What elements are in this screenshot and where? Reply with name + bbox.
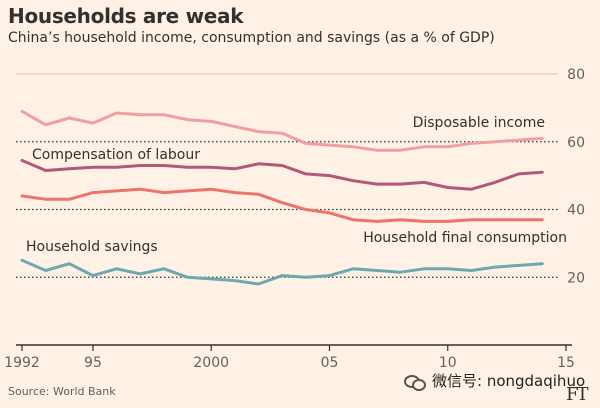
x-tick-label: 1992: [4, 355, 40, 371]
chart-title: Households are weak: [8, 4, 244, 28]
source-note: Source: World Bank: [8, 385, 116, 398]
y-tick-label: 40: [567, 203, 585, 219]
x-tick-label: 95: [84, 355, 102, 371]
y-tick-label: 80: [567, 67, 585, 83]
series-label: Compensation of labour: [32, 147, 200, 163]
x-tick-label: 10: [439, 355, 457, 371]
axes: 20 40 60 80 1992 95 2000 05 10 15: [4, 67, 585, 371]
series-line: [20, 109, 544, 152]
gridlines: [16, 73, 558, 278]
ft-logo: FT: [566, 384, 588, 405]
wechat-watermark: 微信号: nongdaqihuo: [404, 370, 585, 391]
y-tick-label: 60: [567, 135, 585, 151]
series-lines: [20, 109, 544, 286]
series-label: Household savings: [26, 239, 158, 255]
chart-subtitle: China’s household income, consumption an…: [8, 30, 495, 46]
wechat-icon: [404, 373, 426, 391]
x-tick-label: 2000: [193, 355, 229, 371]
series-label: Household final consumption: [363, 230, 567, 246]
y-tick-label: 20: [567, 270, 585, 286]
series-line: [20, 258, 544, 286]
watermark-text: 微信号: nongdaqihuo: [432, 372, 586, 390]
series-line: [20, 187, 544, 223]
x-tick-label: 05: [321, 355, 339, 371]
series-line: [20, 158, 544, 191]
series-label: Disposable income: [413, 115, 545, 131]
x-tick-label: 15: [557, 355, 575, 371]
series-labels: Disposable income Compensation of labour H…: [26, 115, 567, 255]
